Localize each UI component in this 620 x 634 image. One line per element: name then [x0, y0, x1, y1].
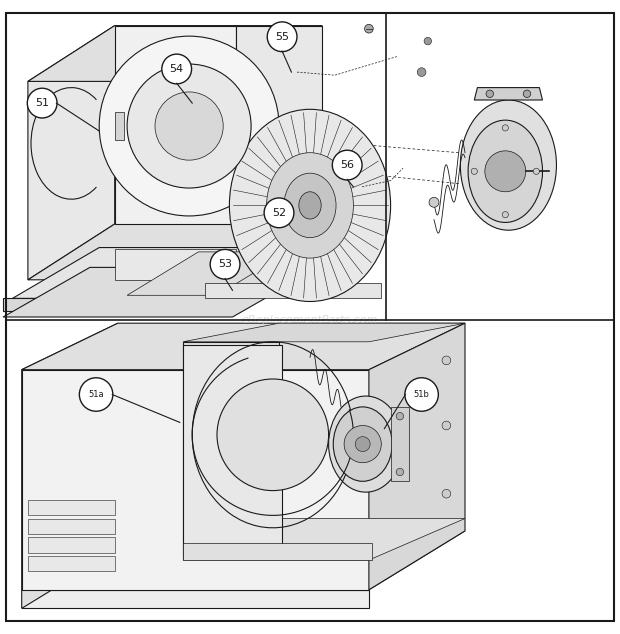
Circle shape — [442, 421, 451, 430]
Text: eReplacementParts.com: eReplacementParts.com — [242, 315, 378, 325]
Circle shape — [332, 150, 362, 180]
Ellipse shape — [284, 173, 336, 238]
Circle shape — [210, 249, 240, 279]
Circle shape — [442, 489, 451, 498]
Polygon shape — [28, 537, 115, 553]
Polygon shape — [369, 323, 465, 590]
Polygon shape — [28, 555, 115, 571]
Polygon shape — [3, 299, 232, 311]
Polygon shape — [391, 407, 409, 481]
Text: 52: 52 — [272, 208, 286, 218]
Text: 51b: 51b — [414, 390, 430, 399]
Circle shape — [429, 197, 439, 207]
Circle shape — [99, 36, 279, 216]
Circle shape — [502, 212, 508, 218]
Ellipse shape — [329, 396, 403, 492]
Circle shape — [417, 68, 426, 77]
Circle shape — [523, 90, 531, 98]
Text: 53: 53 — [218, 259, 232, 269]
Ellipse shape — [299, 191, 321, 219]
Circle shape — [162, 54, 192, 84]
Polygon shape — [22, 370, 369, 590]
Circle shape — [27, 88, 57, 118]
Ellipse shape — [468, 120, 542, 223]
Polygon shape — [183, 519, 465, 560]
Ellipse shape — [229, 109, 391, 302]
Polygon shape — [3, 268, 319, 317]
Polygon shape — [22, 590, 369, 609]
Polygon shape — [22, 531, 118, 609]
Circle shape — [396, 469, 404, 476]
Circle shape — [267, 22, 297, 51]
Circle shape — [396, 413, 404, 420]
Polygon shape — [28, 25, 322, 81]
Circle shape — [127, 64, 251, 188]
Polygon shape — [236, 25, 322, 224]
Circle shape — [79, 378, 113, 411]
Circle shape — [502, 125, 508, 131]
Polygon shape — [183, 323, 465, 342]
Circle shape — [424, 37, 432, 45]
Polygon shape — [183, 342, 279, 559]
Circle shape — [442, 356, 451, 365]
Circle shape — [155, 92, 223, 160]
Text: 55: 55 — [275, 32, 289, 42]
Ellipse shape — [460, 100, 556, 230]
Circle shape — [533, 168, 539, 174]
Polygon shape — [28, 519, 115, 534]
Polygon shape — [28, 224, 322, 280]
Circle shape — [355, 437, 370, 451]
Ellipse shape — [267, 153, 353, 258]
Circle shape — [471, 168, 477, 174]
Polygon shape — [115, 112, 124, 140]
Polygon shape — [115, 249, 236, 280]
Polygon shape — [22, 323, 465, 370]
Polygon shape — [28, 25, 115, 280]
Polygon shape — [115, 25, 236, 224]
Text: 51a: 51a — [88, 390, 104, 399]
Circle shape — [486, 90, 494, 98]
Text: 56: 56 — [340, 160, 354, 170]
Polygon shape — [12, 247, 329, 299]
Circle shape — [485, 151, 526, 191]
Polygon shape — [205, 283, 381, 299]
Circle shape — [405, 378, 438, 411]
Circle shape — [264, 198, 294, 228]
Text: 54: 54 — [170, 64, 184, 74]
Polygon shape — [127, 252, 288, 295]
Polygon shape — [474, 87, 542, 100]
Polygon shape — [28, 500, 115, 515]
Circle shape — [365, 24, 373, 33]
Circle shape — [344, 425, 381, 463]
Text: 51: 51 — [35, 98, 49, 108]
Polygon shape — [22, 531, 465, 590]
Polygon shape — [183, 543, 372, 560]
Circle shape — [217, 379, 329, 491]
Ellipse shape — [334, 407, 392, 481]
Polygon shape — [22, 323, 118, 590]
Polygon shape — [183, 345, 282, 555]
